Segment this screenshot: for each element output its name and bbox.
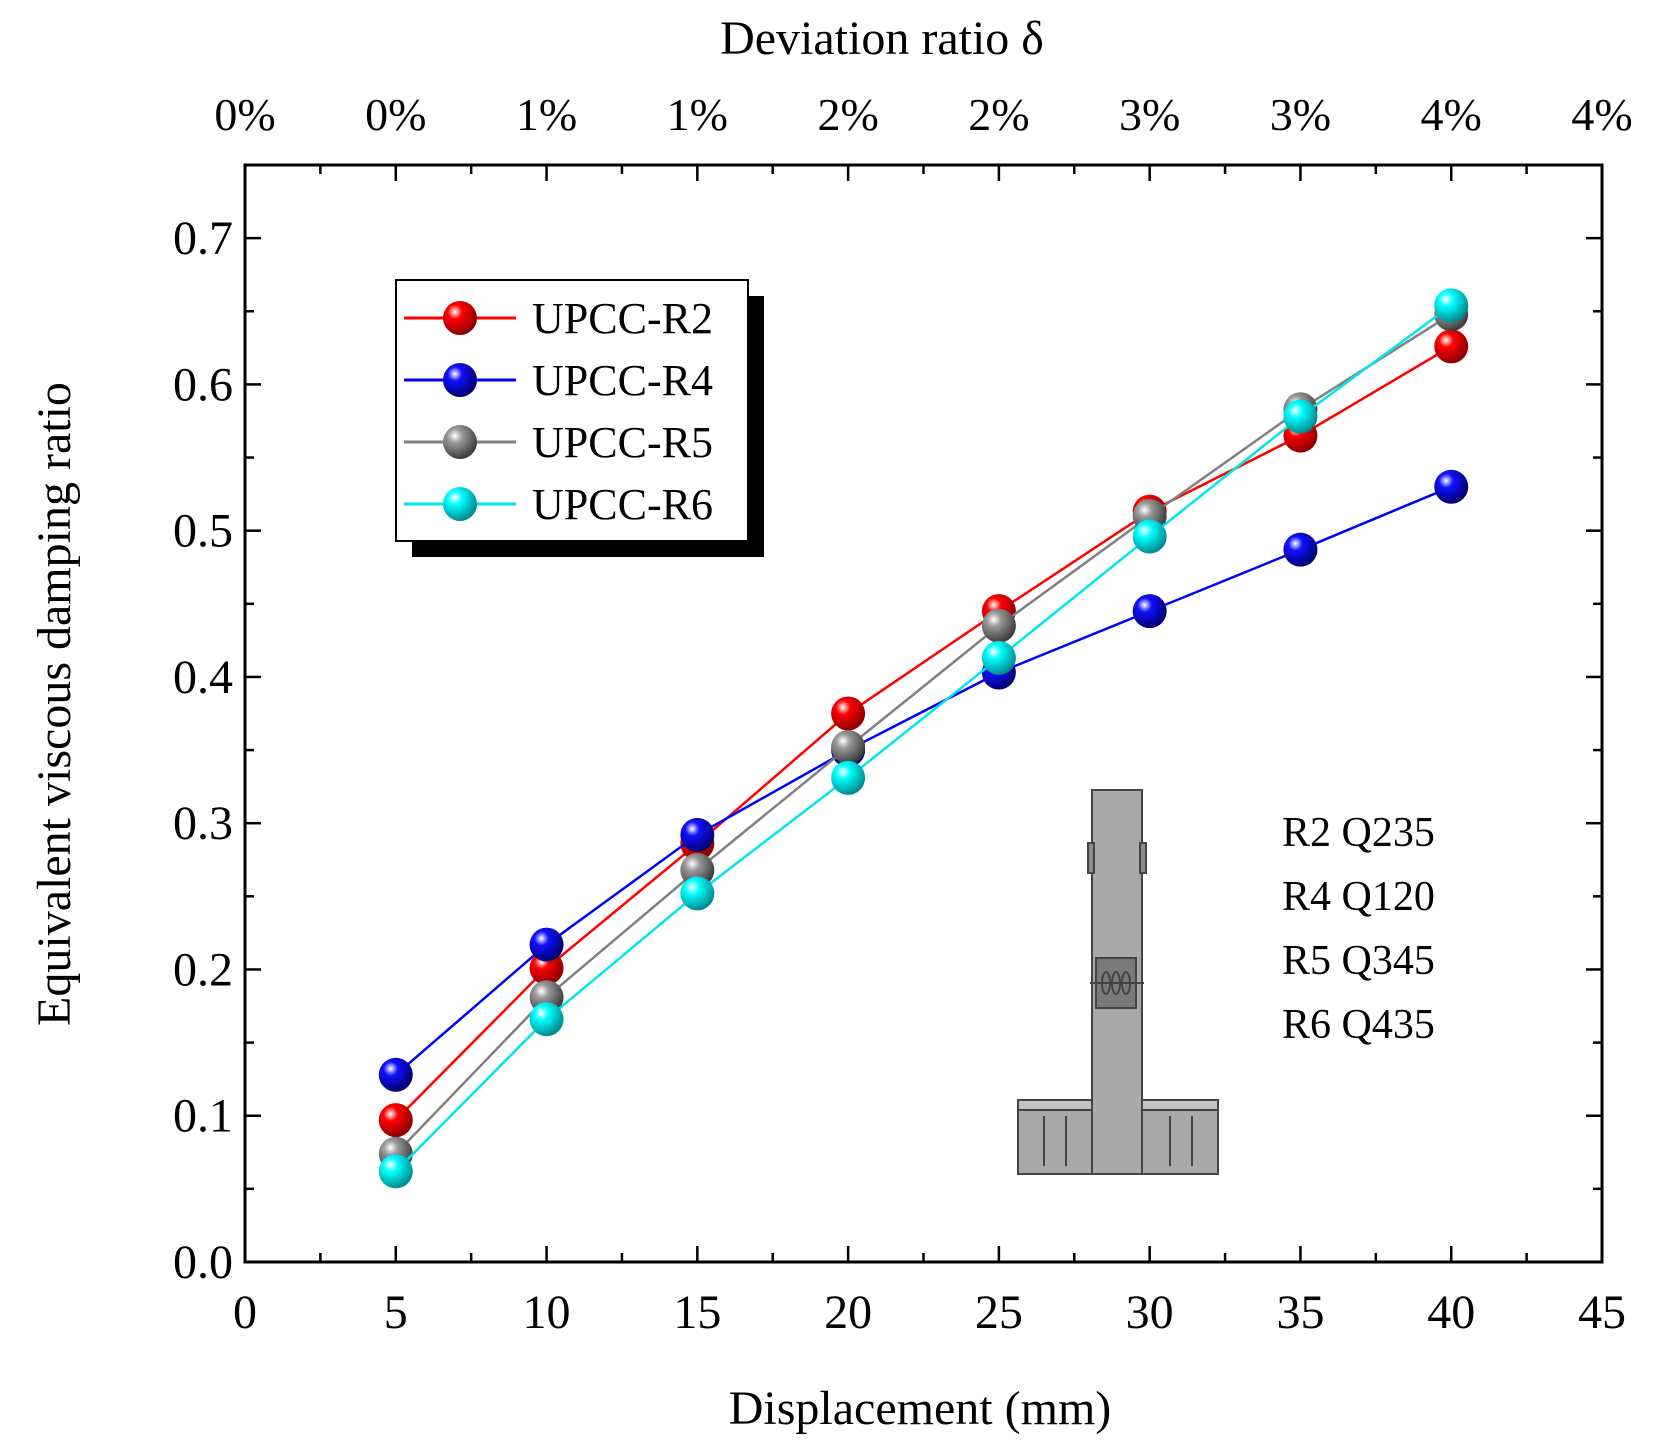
- data-point: [378, 1103, 413, 1138]
- top-tick-label: 3%: [1119, 89, 1180, 140]
- top-tick-label: 0%: [365, 89, 426, 140]
- data-point: [1132, 519, 1167, 554]
- legend-label: UPCC-R6: [532, 480, 713, 529]
- data-point: [680, 817, 715, 852]
- legend-label: UPCC-R5: [532, 418, 713, 467]
- connector-bolt: [1111, 971, 1121, 995]
- axis-ticks: [243, 163, 1604, 1264]
- data-point: [378, 1154, 413, 1189]
- x-tick-label: 35: [1276, 1286, 1324, 1339]
- legend-marker: [443, 487, 477, 521]
- data-point: [1132, 594, 1167, 629]
- x-tick-label: 40: [1427, 1286, 1475, 1339]
- data-point: [1434, 469, 1469, 504]
- top-tick-label: 4%: [1421, 89, 1482, 140]
- column-plate: [1139, 842, 1147, 874]
- series-line: [394, 304, 1452, 1173]
- data-point: [831, 760, 866, 795]
- y-tick-label: 0.7: [173, 212, 233, 265]
- data-point: [529, 1002, 564, 1037]
- series-layer: [378, 288, 1469, 1189]
- data-point: [981, 640, 1016, 675]
- column-plate: [1087, 842, 1095, 874]
- annotation-label: R2 Q235: [1282, 810, 1435, 856]
- data-point: [1434, 329, 1469, 364]
- x-tick-label: 20: [824, 1286, 872, 1339]
- data-point: [1283, 399, 1318, 434]
- x-tick-label: 5: [384, 1286, 408, 1339]
- y-tick-label: 0.0: [173, 1236, 233, 1289]
- x-tick-label: 15: [673, 1286, 721, 1339]
- x-tick-label: 30: [1126, 1286, 1174, 1339]
- annotation-label: R4 Q120: [1282, 874, 1435, 920]
- annotation-label: R5 Q345: [1282, 938, 1435, 984]
- y-tick-label: 0.5: [173, 505, 233, 558]
- legend-marker: [443, 363, 477, 397]
- x-tick-label: 10: [523, 1286, 571, 1339]
- x-tick-label: 45: [1578, 1286, 1626, 1339]
- y-tick-label: 0.6: [173, 358, 233, 411]
- data-point: [680, 876, 715, 911]
- connector-bolt: [1101, 971, 1111, 995]
- data-point: [831, 696, 866, 731]
- annotation-label: R6 Q435: [1282, 1002, 1435, 1048]
- series-line: [394, 345, 1452, 1122]
- legend: UPCC-R2 UPCC-R4 UPCC-R5 UPCC-R6: [395, 279, 764, 557]
- data-point: [680, 853, 715, 888]
- data-point: [1434, 288, 1469, 323]
- series-upcc-r6: [378, 288, 1469, 1189]
- top-tick-label: 3%: [1270, 89, 1331, 140]
- legend-label: UPCC-R4: [532, 356, 713, 405]
- x-axis-label: Displacement (mm): [729, 1382, 1112, 1435]
- data-point: [529, 951, 564, 986]
- top-tick-label: 2%: [968, 89, 1029, 140]
- legend-label: UPCC-R2: [532, 294, 713, 343]
- data-point: [529, 927, 564, 962]
- annotations: R2 Q235 R4 Q120 R5 Q345 R6 Q435: [1282, 810, 1435, 1048]
- legend-marker: [443, 425, 477, 459]
- connector-bolt: [1121, 971, 1131, 995]
- y-axis-label: Equivalent viscous damping ratio: [28, 382, 81, 1026]
- data-point: [981, 608, 1016, 643]
- top-tick-label: 1%: [667, 89, 728, 140]
- data-point: [1283, 532, 1318, 567]
- top-tick-label: 0%: [214, 89, 275, 140]
- data-point: [831, 730, 866, 765]
- y-tick-label: 0.3: [173, 797, 233, 850]
- legend-marker: [443, 301, 477, 335]
- series-line: [394, 313, 1452, 1155]
- series-line: [394, 485, 1452, 1076]
- tick-labels: 0 5 10 15 20 25 30 35 40 45 0% 0% 1% 1% 2% 2% 3% 3% 4% 4% 0.…: [173, 89, 1633, 1339]
- y-tick-label: 0.1: [173, 1090, 233, 1143]
- top-axis-title: Deviation ratio δ: [720, 12, 1044, 65]
- top-tick-label: 4%: [1571, 89, 1632, 140]
- top-tick-label: 2%: [817, 89, 878, 140]
- x-tick-label: 0: [233, 1286, 257, 1339]
- data-point: [378, 1057, 413, 1092]
- x-tick-label: 25: [975, 1286, 1023, 1339]
- y-tick-label: 0.2: [173, 943, 233, 996]
- top-tick-label: 1%: [516, 89, 577, 140]
- y-tick-label: 0.4: [173, 651, 233, 704]
- specimen-illustration: [1017, 789, 1219, 1175]
